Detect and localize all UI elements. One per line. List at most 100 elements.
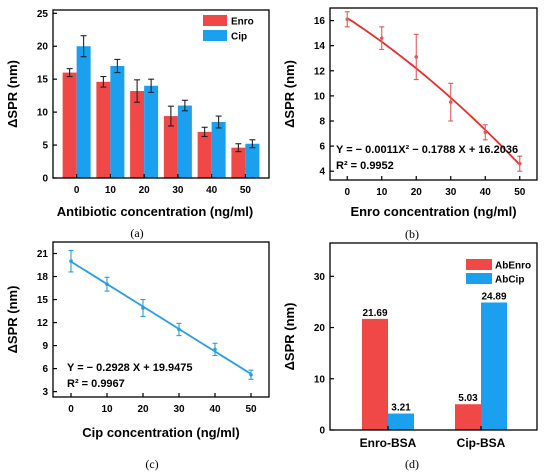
- x-tick-label: 20: [139, 185, 151, 196]
- y-tick-label: 4: [319, 167, 325, 178]
- data-point: [345, 17, 350, 22]
- data-point: [69, 259, 73, 263]
- x-tick-label: 50: [240, 185, 252, 196]
- y-tick-label: 12: [314, 66, 326, 77]
- x-tick-label: Enro-BSA: [360, 436, 417, 450]
- bar-abenro: [455, 404, 481, 430]
- x-tick-label: 20: [137, 404, 149, 415]
- data-point: [105, 282, 109, 287]
- plot-frame: [52, 9, 270, 179]
- y-axis-label: ΔSPR (nm): [282, 60, 297, 128]
- y-tick-label: 18: [37, 272, 49, 283]
- y-tick-label: 15: [37, 295, 49, 306]
- y-tick-label: 0: [42, 174, 48, 185]
- x-tick-label: 0: [344, 187, 350, 198]
- r-squared: R² = 0.9967: [67, 378, 125, 390]
- panel-d: 21.69 3.21 Enro-BSA 5.03 24.89 Cip-BSA 0 10 20 30…: [282, 242, 538, 471]
- fit-line: [70, 260, 252, 375]
- data-label: 3.21: [391, 403, 411, 414]
- bar-cip: [177, 105, 192, 178]
- x-axis-label: Enro concentration (ng/ml): [350, 204, 516, 219]
- bar-enro: [163, 116, 178, 178]
- legend-swatch: [466, 259, 492, 270]
- y-axis-label: ΔSPR (nm): [282, 303, 297, 371]
- y-tick-label: 8: [319, 116, 325, 127]
- y-tick-label: 10: [37, 108, 49, 119]
- panel-caption: (d): [405, 457, 419, 471]
- y-axis-label: ΔSPR (nm): [5, 286, 20, 354]
- legend-label: AbEnro: [495, 261, 531, 272]
- y-tick-label: 0: [319, 426, 325, 437]
- y-tick-label: 5: [42, 141, 48, 152]
- y-tick-label: 20: [314, 323, 326, 334]
- r-squared: R² = 0.9952: [336, 160, 394, 172]
- bar-abcip: [388, 413, 414, 430]
- y-tick-label: 12: [37, 318, 49, 329]
- x-axis-label: Cip concentration (ng/ml): [82, 425, 239, 440]
- y-tick-label: 9: [42, 341, 48, 352]
- plot-frame: [329, 242, 538, 431]
- data-point: [177, 327, 181, 332]
- bar-enro: [62, 72, 77, 178]
- panel-c: 3 6 9 12 15 18 21 ΔSPR (nm) 0 10 20 30 40 50 Y = − 0.2…: [5, 241, 270, 471]
- bar-enro: [231, 147, 246, 178]
- data-label: 5.03: [458, 393, 478, 404]
- data-point: [448, 100, 453, 104]
- plot-frame: [52, 241, 270, 398]
- x-tick-label: 30: [445, 187, 457, 198]
- bar-cip: [110, 66, 125, 178]
- x-tick-label: 40: [206, 185, 218, 196]
- data-point: [213, 347, 217, 352]
- bar-abcip: [481, 302, 507, 430]
- bar-enro: [130, 91, 145, 178]
- x-tick-label: 30: [172, 185, 184, 196]
- x-axis-label: Antibiotic concentration (ng/ml): [57, 204, 253, 219]
- data-point: [414, 55, 419, 59]
- x-tick-label: 10: [376, 187, 388, 198]
- y-tick-label: 15: [37, 75, 49, 86]
- bar-cip: [211, 122, 226, 178]
- bar-enro: [197, 131, 212, 178]
- x-tick-label: 0: [68, 404, 74, 415]
- legend-label: Enro: [231, 17, 254, 28]
- data-point: [249, 372, 253, 377]
- x-tick-label: 0: [74, 185, 80, 196]
- panel-caption: (b): [405, 227, 419, 241]
- legend-label: AbCip: [495, 275, 524, 286]
- legend-swatch: [203, 15, 227, 26]
- y-tick-label: 16: [314, 16, 326, 27]
- fit-equation: Y = − 0.2928 X + 19.9475: [67, 362, 193, 374]
- x-tick-label: 10: [101, 404, 113, 415]
- x-tick-label: 30: [173, 404, 185, 415]
- plot-frame: [329, 7, 538, 181]
- panel-b: 4 6 8 10 12 14 16 ΔSPR (nm) 0 10 20 30 40 50 Y = − 0.0…: [282, 7, 538, 241]
- bar-cip: [76, 46, 91, 179]
- y-tick-label: 14: [314, 41, 326, 52]
- y-tick-label: 25: [37, 9, 49, 20]
- data-point: [517, 161, 522, 166]
- data-point: [379, 36, 384, 40]
- data-label: 21.69: [362, 308, 387, 319]
- data-point: [141, 306, 145, 310]
- y-axis-label: ΔSPR (nm): [5, 60, 20, 128]
- legend-label: Cip: [231, 32, 247, 43]
- data-label: 24.89: [481, 291, 506, 302]
- y-tick-label: 6: [42, 364, 48, 375]
- x-tick-label: 50: [245, 404, 257, 415]
- y-tick-label: 3: [42, 387, 48, 398]
- x-tick-label: 40: [480, 187, 492, 198]
- y-tick-label: 30: [314, 272, 326, 283]
- bar-cip: [245, 143, 260, 178]
- bar-abenro: [362, 318, 388, 430]
- bar-cip: [144, 85, 159, 178]
- x-tick-label: 10: [105, 185, 117, 196]
- bar-enro: [96, 81, 111, 178]
- panel-caption: (c): [145, 457, 158, 471]
- y-tick-label: 10: [314, 91, 326, 102]
- x-tick-label: 40: [209, 404, 221, 415]
- panel-caption: (a): [130, 226, 143, 240]
- panel-a: 0 10 20 30 40 50 0 5 10 15 20 25 ΔSPR (nm) Antibiotic…: [5, 9, 270, 240]
- y-tick-label: 6: [319, 142, 325, 153]
- y-tick-label: 20: [37, 42, 49, 53]
